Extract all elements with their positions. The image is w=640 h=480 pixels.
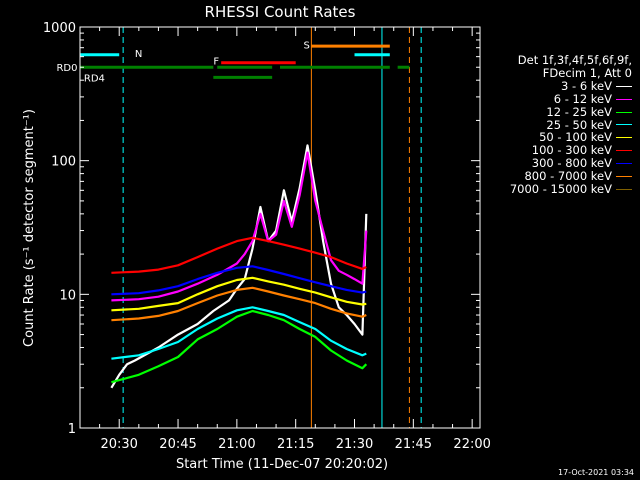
timestamp: 17-Oct-2021 03:34 — [558, 468, 634, 477]
x-tick-label: 21:00 — [218, 437, 255, 452]
axes: 1 10 100 1000 20:30 20:45 21:00 21:15 21:30 21:45… — [43, 21, 491, 452]
legend-rows: 3 - 6 keV 6 - 12 keV 12 - 25 keV 25 - 50 ke… — [490, 78, 632, 196]
legend-label: 50 - 100 keV — [539, 130, 612, 145]
legend-swatch — [616, 150, 632, 152]
flag-label: F — [213, 57, 219, 68]
legend-swatch — [616, 176, 632, 178]
legend-entry: 6 - 12 keV — [490, 91, 632, 106]
y-axis-label: Count Rate (s⁻¹ detector segment⁻¹) — [22, 109, 37, 347]
flag-label: RD4 — [84, 73, 105, 84]
x-tick-label: 22:00 — [453, 437, 490, 452]
plot-frame — [79, 26, 481, 429]
series-line-2 — [111, 309, 368, 384]
legend-swatch — [616, 189, 632, 191]
legend-entry: 25 - 50 keV — [490, 117, 632, 132]
y-tick-label: 10 — [59, 288, 76, 303]
legend-entry: 300 - 800 keV — [490, 157, 632, 170]
legend-label: 6 - 12 keV — [553, 91, 612, 106]
flag-label: S — [304, 40, 310, 51]
x-tick-label: 20:30 — [100, 437, 137, 452]
legend-label: 3 - 6 keV — [561, 78, 612, 93]
legend-label: 25 - 50 keV — [546, 117, 612, 132]
x-tick-label: 20:45 — [159, 437, 196, 452]
x-axis-label: Start Time (11-Dec-07 20:20:02) — [176, 457, 388, 472]
legend-entry: 12 - 25 keV — [490, 104, 632, 119]
y-tick-label: 1000 — [43, 21, 76, 36]
legend-entry: 3 - 6 keV — [490, 78, 632, 93]
legend-header-line-2: FDecim 1, Att 0 — [542, 65, 632, 80]
legend-swatch — [616, 137, 632, 139]
flag-label: RD0 — [56, 63, 77, 74]
flag-bars: N F S RD0 RD4 — [56, 40, 410, 84]
series-line-6 — [111, 265, 367, 296]
legend-entry: 800 - 7000 keV — [490, 170, 632, 183]
legend-label: 300 - 800 keV — [531, 156, 612, 171]
y-tick-label: 1 — [68, 422, 76, 437]
series-layer — [110, 144, 368, 389]
legend-swatch — [616, 85, 632, 87]
legend-label: 100 - 300 keV — [531, 143, 612, 158]
x-tick-label: 21:45 — [395, 437, 432, 452]
legend-swatch — [616, 98, 632, 100]
legend-label: 12 - 25 keV — [546, 104, 612, 119]
legend-entry: 50 - 100 keV — [490, 131, 632, 144]
legend-swatch — [616, 124, 632, 126]
legend-entry: 100 - 300 keV — [490, 144, 632, 157]
series-line-5 — [111, 236, 367, 274]
x-tick-label: 21:30 — [336, 437, 373, 452]
legend-swatch — [616, 111, 632, 113]
legend-header-line-1: Det 1f,3f,4f,5f,6f,9f, — [517, 53, 632, 67]
legend-label: 7000 - 15000 keV — [509, 182, 612, 197]
y-tick-label: 100 — [51, 155, 76, 170]
legend-label: 800 - 7000 keV — [524, 169, 612, 184]
x-tick-label: 21:15 — [277, 437, 314, 452]
legend: Det 1f,3f,4f,5f,6f,9f, FDecim 1, Att 0 3… — [490, 54, 632, 196]
series-line-4 — [111, 276, 367, 312]
legend-swatch — [616, 163, 632, 165]
chart-title: RHESSI Count Rates — [205, 3, 356, 21]
flag-label: N — [135, 49, 142, 60]
series-line-7 — [111, 286, 367, 322]
legend-entry: 7000 - 15000 keV — [490, 183, 632, 196]
series-line-1 — [111, 151, 368, 302]
series-line-3 — [111, 306, 367, 360]
